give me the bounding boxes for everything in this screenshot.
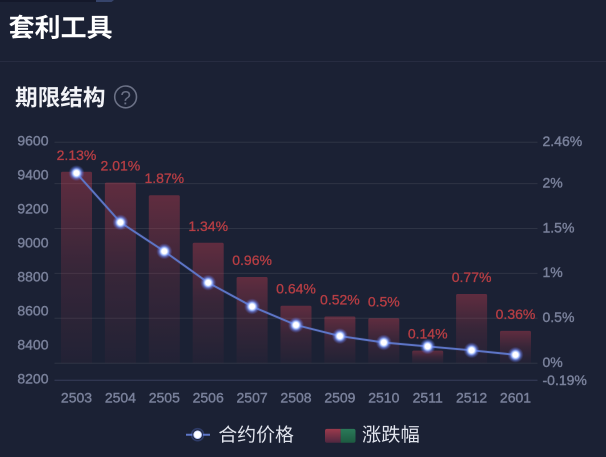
svg-text:0.14%: 0.14% — [408, 326, 448, 342]
svg-text:2.13%: 2.13% — [57, 147, 97, 163]
svg-text:2510: 2510 — [368, 390, 399, 406]
svg-text:1.87%: 1.87% — [144, 170, 184, 186]
svg-text:9200: 9200 — [17, 200, 48, 216]
svg-text:0.5%: 0.5% — [543, 309, 575, 325]
svg-text:8800: 8800 — [17, 268, 48, 284]
svg-text:2503: 2503 — [61, 390, 92, 406]
svg-text:9600: 9600 — [17, 132, 48, 148]
svg-text:0.36%: 0.36% — [496, 306, 536, 322]
svg-text:2511: 2511 — [413, 390, 443, 406]
svg-text:2507: 2507 — [237, 390, 268, 406]
svg-text:-0.19%: -0.19% — [543, 372, 587, 388]
svg-text:2601: 2601 — [500, 390, 531, 406]
svg-text:0.5%: 0.5% — [368, 293, 400, 309]
svg-text:8400: 8400 — [17, 336, 48, 352]
svg-text:8600: 8600 — [17, 302, 48, 318]
svg-text:2506: 2506 — [193, 390, 224, 406]
svg-text:1.34%: 1.34% — [188, 218, 228, 234]
svg-text:2504: 2504 — [105, 390, 136, 406]
svg-text:0.52%: 0.52% — [320, 292, 360, 308]
svg-text:0.96%: 0.96% — [232, 252, 272, 268]
svg-text:1.5%: 1.5% — [543, 219, 575, 235]
svg-text:2508: 2508 — [280, 390, 311, 406]
svg-text:0.64%: 0.64% — [276, 281, 316, 297]
svg-text:2.01%: 2.01% — [101, 158, 141, 174]
svg-text:2512: 2512 — [456, 390, 487, 406]
svg-text:9000: 9000 — [17, 234, 48, 250]
svg-text:2%: 2% — [543, 174, 563, 190]
svg-text:2505: 2505 — [149, 390, 180, 406]
svg-text:8200: 8200 — [17, 370, 48, 386]
svg-text:1%: 1% — [543, 264, 563, 280]
svg-text:0%: 0% — [543, 354, 563, 370]
svg-text:2509: 2509 — [324, 390, 355, 406]
svg-text:9400: 9400 — [17, 166, 48, 182]
svg-text:0.77%: 0.77% — [452, 269, 492, 285]
svg-text:2.46%: 2.46% — [543, 133, 583, 149]
